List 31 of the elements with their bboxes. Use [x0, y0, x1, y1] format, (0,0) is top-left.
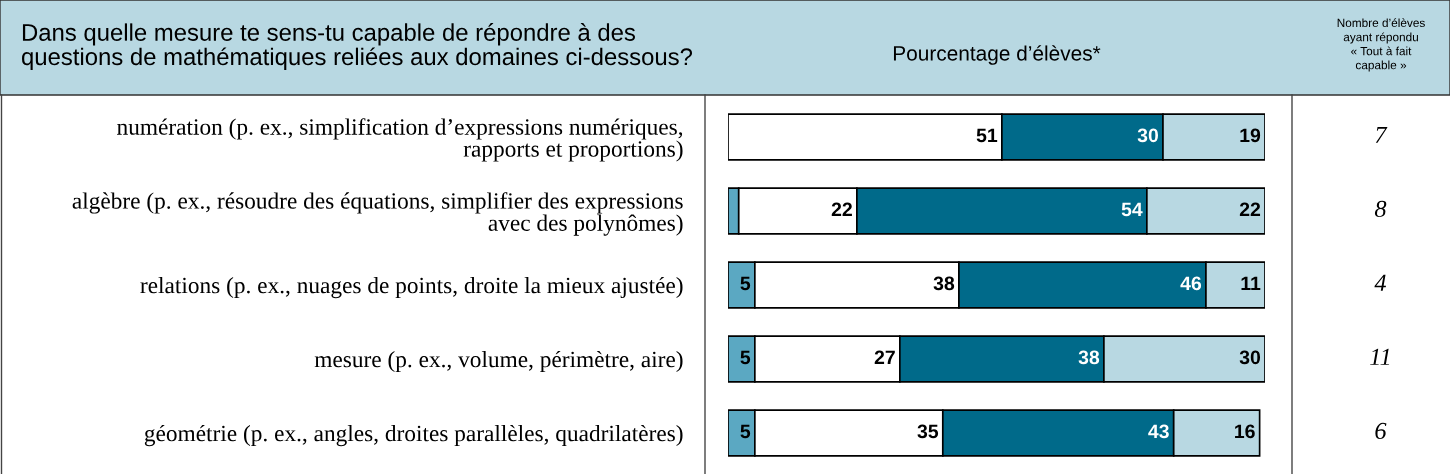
- data-label: 5: [740, 350, 751, 365]
- y-tick-label: numération (p. ex., simplification d’expressions numériques, rapports et proportions): [117, 118, 683, 162]
- text: Dans quelle mesure te sens-tu capable de répondre à des questions de mathématiques reliées aux domaines ci-dessous?: [22, 23, 693, 70]
- data-label: 43: [1148, 424, 1169, 439]
- y-tick-label: relations (p. ex., nuages de points, droite la mieux ajustée): [140, 276, 683, 299]
- y-tick-label: géométrie (p. ex., angles, droites parallèles, quadrilatères): [144, 424, 683, 447]
- y-tick-label: mesure (p. ex., volume, périmètre, aire): [314, 350, 683, 373]
- data-label: 51: [976, 128, 998, 143]
- data-label: 27: [874, 350, 895, 365]
- x-axis-title: Pourcentage d’élèves*: [893, 45, 1101, 65]
- data-label: 30: [1137, 128, 1159, 143]
- data-label: 8: [1374, 200, 1387, 218]
- data-label: 11: [1370, 348, 1390, 365]
- y-tick-label: algèbre (p. ex., résoudre des équations, simplifier des expressions avec des polynômes): [72, 192, 683, 236]
- data-label: 5: [740, 276, 751, 291]
- data-label: 5: [740, 424, 751, 439]
- data-label: 7: [1375, 126, 1388, 143]
- data-label: 38: [1078, 350, 1100, 365]
- data-label: 16: [1235, 424, 1255, 439]
- data-label: 54: [1121, 202, 1143, 217]
- data-label: 11: [1241, 276, 1261, 291]
- data-label: 22: [1239, 202, 1261, 217]
- data-label: 30: [1239, 350, 1261, 365]
- data-label: 38: [933, 276, 955, 291]
- data-label: 46: [1180, 276, 1202, 291]
- text: Nombre d’élèves ayant répondu « Tout à fait capable »: [1337, 18, 1425, 72]
- data-label: 4: [1374, 274, 1387, 291]
- data-label: 19: [1240, 128, 1261, 143]
- data-label: 35: [917, 424, 939, 439]
- data-label: 22: [831, 202, 852, 217]
- data-label: 6: [1375, 422, 1387, 440]
